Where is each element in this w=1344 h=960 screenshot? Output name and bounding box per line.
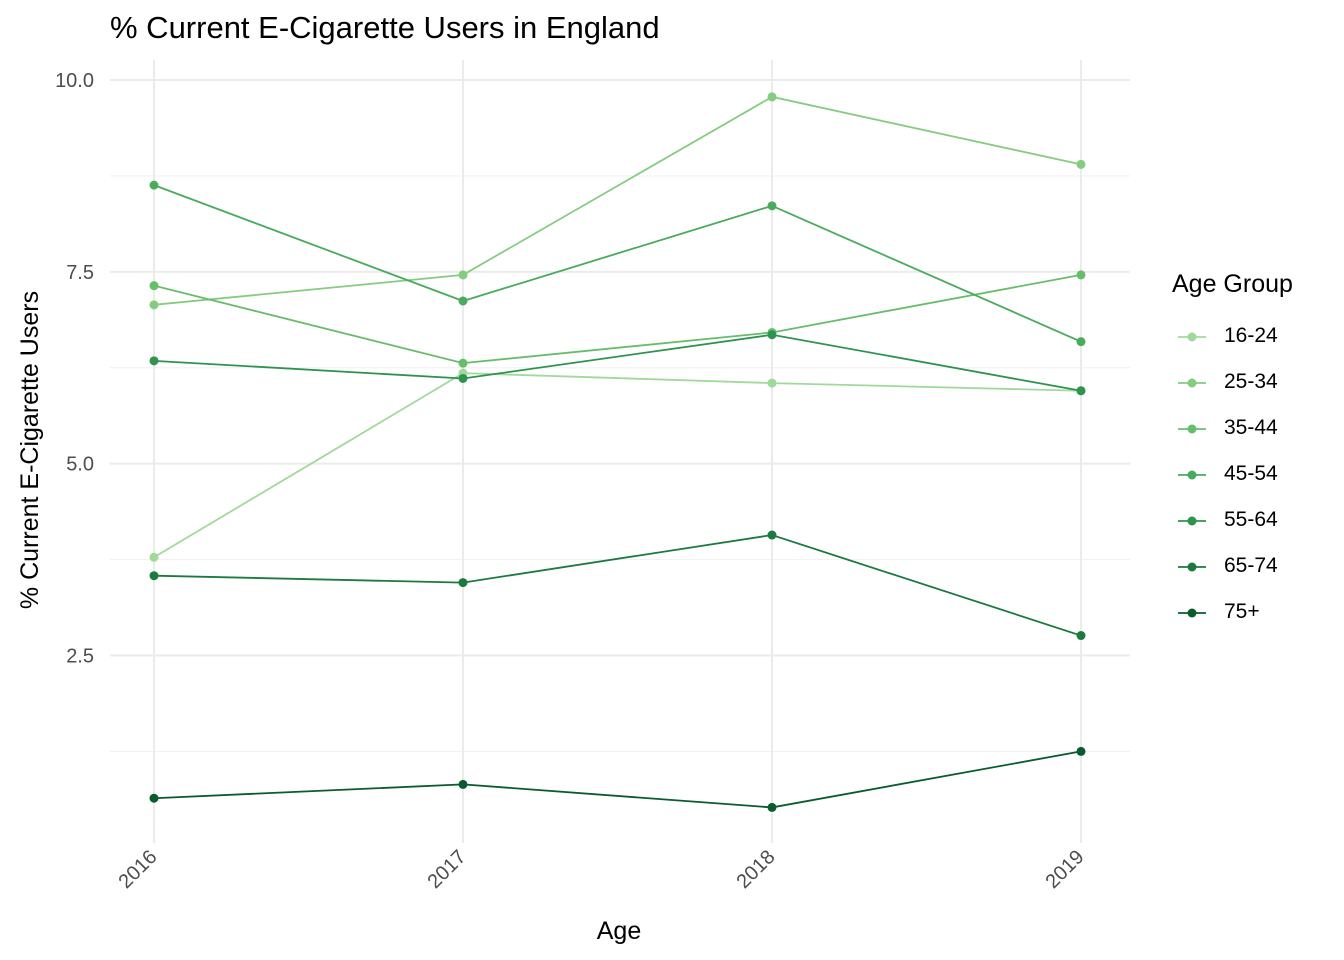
- series-16-24: [149, 368, 1086, 562]
- series-line: [153, 333, 1082, 392]
- data-point: [458, 373, 468, 383]
- data-point: [149, 552, 159, 562]
- data-point: [1076, 386, 1086, 396]
- data-point: [149, 300, 159, 310]
- data-point: [767, 530, 777, 540]
- legend-key: [1178, 470, 1206, 480]
- x-axis-title: Age: [597, 917, 641, 945]
- legend-items: 16-24 25-34 35-44 45-54 55-64 65-74 75+: [1172, 317, 1293, 639]
- legend-item: 55-64: [1172, 501, 1293, 547]
- data-point: [767, 92, 777, 102]
- legend-key: [1178, 608, 1206, 618]
- legend-key-point: [1187, 378, 1197, 388]
- data-point: [458, 296, 468, 306]
- data-point: [458, 578, 468, 588]
- data-point: [458, 358, 468, 368]
- data-point: [149, 180, 159, 190]
- data-point: [767, 201, 777, 211]
- legend-item: 75+: [1172, 593, 1293, 639]
- grid-lines: [110, 60, 1130, 843]
- y-axis-ticks: 2.5 5.0 7.5 10.0: [55, 70, 94, 668]
- legend-key-point: [1187, 562, 1197, 572]
- legend-label: 35-44: [1224, 416, 1278, 439]
- legend-item: 25-34: [1172, 363, 1293, 409]
- series-35-44: [149, 270, 1086, 368]
- series-65-74: [149, 530, 1086, 641]
- legend-key-point: [1187, 332, 1197, 342]
- y-tick-label: 2.5: [66, 646, 94, 668]
- data-point: [149, 793, 159, 803]
- series-line: [153, 184, 1082, 343]
- legend-key: [1178, 562, 1206, 572]
- y-axis-title: % Current E-Cigarette Users: [16, 291, 44, 609]
- series-45-54: [149, 180, 1086, 347]
- y-tick-label: 10.0: [55, 70, 94, 92]
- legend: Age Group 16-24 25-34 35-44 45-54 55-64 65-74…: [1172, 270, 1293, 639]
- series-25-34: [149, 92, 1086, 310]
- legend-key: [1178, 332, 1206, 342]
- legend-key-point: [1187, 516, 1197, 526]
- data-point: [1076, 159, 1086, 169]
- data-point: [149, 281, 159, 291]
- legend-key: [1178, 378, 1206, 388]
- data-point: [458, 270, 468, 280]
- legend-item: 45-54: [1172, 455, 1293, 501]
- series-line: [153, 95, 1082, 306]
- chart-title: % Current E-Cigarette Users in England: [110, 10, 660, 45]
- legend-label: 16-24: [1224, 324, 1278, 347]
- y-tick-label: 7.5: [66, 262, 94, 284]
- data-point: [1076, 631, 1086, 641]
- data-point: [149, 571, 159, 581]
- data-point: [767, 378, 777, 388]
- legend-title: Age Group: [1172, 270, 1293, 298]
- legend-key-point: [1187, 424, 1197, 434]
- x-tick-label: 2017: [424, 846, 471, 893]
- series-line: [153, 750, 1082, 809]
- series-line: [153, 274, 1082, 365]
- x-axis-ticks: 2016 2017 2018 2019: [115, 846, 1089, 893]
- series-line: [153, 372, 1082, 559]
- series-55-64: [149, 330, 1086, 396]
- data-point: [149, 356, 159, 366]
- legend-item: 35-44: [1172, 409, 1293, 455]
- series-line: [153, 534, 1082, 637]
- legend-key-point: [1187, 470, 1197, 480]
- data-point: [767, 802, 777, 812]
- data-point: [458, 779, 468, 789]
- data-point: [1076, 270, 1086, 280]
- y-tick-label: 5.0: [66, 454, 94, 476]
- legend-label: 25-34: [1224, 370, 1278, 393]
- legend-label: 75+: [1224, 600, 1260, 623]
- data-point: [1076, 746, 1086, 756]
- legend-label: 45-54: [1224, 462, 1278, 485]
- x-tick-label: 2016: [115, 846, 162, 893]
- legend-label: 55-64: [1224, 508, 1278, 531]
- legend-item: 16-24: [1172, 317, 1293, 363]
- legend-item: 65-74: [1172, 547, 1293, 593]
- data-point: [1076, 337, 1086, 347]
- data-point: [767, 330, 777, 340]
- legend-key-point: [1187, 608, 1197, 618]
- legend-key: [1178, 516, 1206, 526]
- series-layer: [149, 92, 1086, 812]
- series-75+: [149, 746, 1086, 812]
- legend-key: [1178, 424, 1206, 434]
- legend-label: 65-74: [1224, 554, 1278, 577]
- x-tick-label: 2018: [733, 846, 780, 893]
- x-tick-label: 2019: [1042, 846, 1089, 893]
